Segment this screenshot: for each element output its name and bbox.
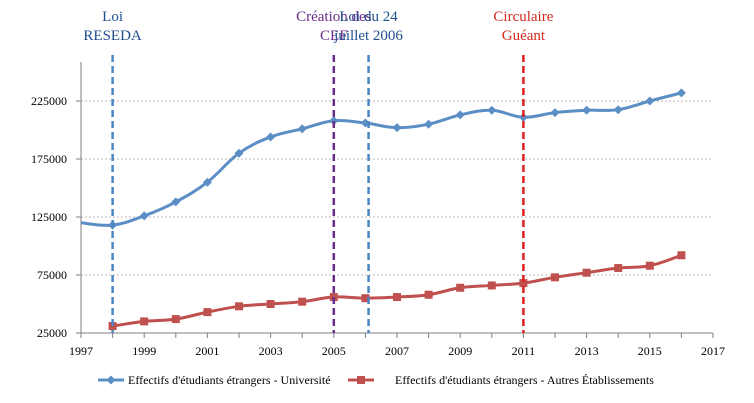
data-point xyxy=(234,148,244,158)
data-point xyxy=(582,268,591,277)
data-point xyxy=(424,290,433,299)
x-tick-label: 2017 xyxy=(701,344,725,358)
x-tick-label: 2005 xyxy=(322,344,346,358)
axes xyxy=(76,62,714,338)
x-tick-label: 1997 xyxy=(69,344,93,358)
data-point xyxy=(676,88,686,98)
data-point xyxy=(645,96,655,106)
y-tick-label: 25000 xyxy=(37,326,67,340)
data-point xyxy=(266,300,275,308)
annotation-label: Création des xyxy=(296,9,372,25)
data-point xyxy=(424,119,434,129)
data-point xyxy=(645,261,654,270)
data-point xyxy=(487,281,496,290)
x-tick-label: 2003 xyxy=(259,344,283,358)
legend-marker xyxy=(357,376,365,384)
data-point xyxy=(613,105,623,115)
y-tick-label: 125000 xyxy=(31,210,67,224)
data-point xyxy=(266,132,276,142)
data-point xyxy=(139,211,149,221)
annotation-label: RESEDA xyxy=(83,28,142,44)
x-tick-labels: 1997 1999 2001 2003 2005 2007 2009 2011 2013 2015… xyxy=(69,344,725,358)
series-line xyxy=(112,253,682,328)
data-point xyxy=(487,105,497,115)
x-tick-label: 2013 xyxy=(575,344,599,358)
annotation-label: Guéant xyxy=(502,28,546,44)
data-point xyxy=(235,302,243,311)
y-tick-label: 225000 xyxy=(31,94,67,108)
annotation-label: Loi du 24 xyxy=(339,9,398,25)
x-tick-label: 2009 xyxy=(448,344,472,358)
y-tick-label: 175000 xyxy=(31,152,67,166)
data-point xyxy=(203,308,212,317)
gridlines xyxy=(81,100,713,276)
data-point xyxy=(297,124,307,134)
annotation-label: CEF xyxy=(320,28,348,44)
data-point xyxy=(393,293,401,302)
x-tick-label: 2007 xyxy=(385,344,409,358)
data-point xyxy=(455,110,465,120)
data-point xyxy=(108,322,117,331)
x-tick-label: 2011 xyxy=(512,344,536,358)
legend: Effectifs d'étudiants étrangers - Univer… xyxy=(98,373,654,387)
data-point xyxy=(361,294,370,303)
data-point xyxy=(614,264,623,273)
data-point xyxy=(677,251,686,260)
series-lines xyxy=(80,88,686,331)
data-point xyxy=(202,177,212,187)
data-point xyxy=(392,123,402,133)
data-point xyxy=(550,108,560,118)
data-point xyxy=(298,297,307,306)
data-point xyxy=(171,197,181,207)
legend-label: Effectifs d'étudiants étrangers - Univer… xyxy=(128,373,331,387)
y-tick-label: 75000 xyxy=(37,268,67,282)
data-point xyxy=(456,283,465,292)
data-point xyxy=(329,116,339,126)
data-point xyxy=(518,112,528,122)
data-point xyxy=(519,279,528,288)
data-point xyxy=(140,317,149,326)
y-tick-labels: 25000 75000 125000 175000 225000 xyxy=(31,94,67,340)
data-point xyxy=(171,315,180,324)
annotation-label: Loi xyxy=(102,9,123,25)
legend-marker xyxy=(106,375,116,385)
data-point xyxy=(582,105,592,115)
x-tick-label: 2001 xyxy=(195,344,219,358)
annotation-label: juillet 2006 xyxy=(333,28,403,44)
x-tick-label: 1999 xyxy=(132,344,156,358)
annotation-label: Circulaire xyxy=(493,9,553,25)
data-point xyxy=(551,273,559,282)
annotations: Loi RESEDA Création des CEF Loi du 24 juillet… xyxy=(83,9,554,333)
x-tick-label: 2015 xyxy=(638,344,662,358)
legend-label: Effectifs d'étudiants étrangers - Autres… xyxy=(395,373,654,387)
